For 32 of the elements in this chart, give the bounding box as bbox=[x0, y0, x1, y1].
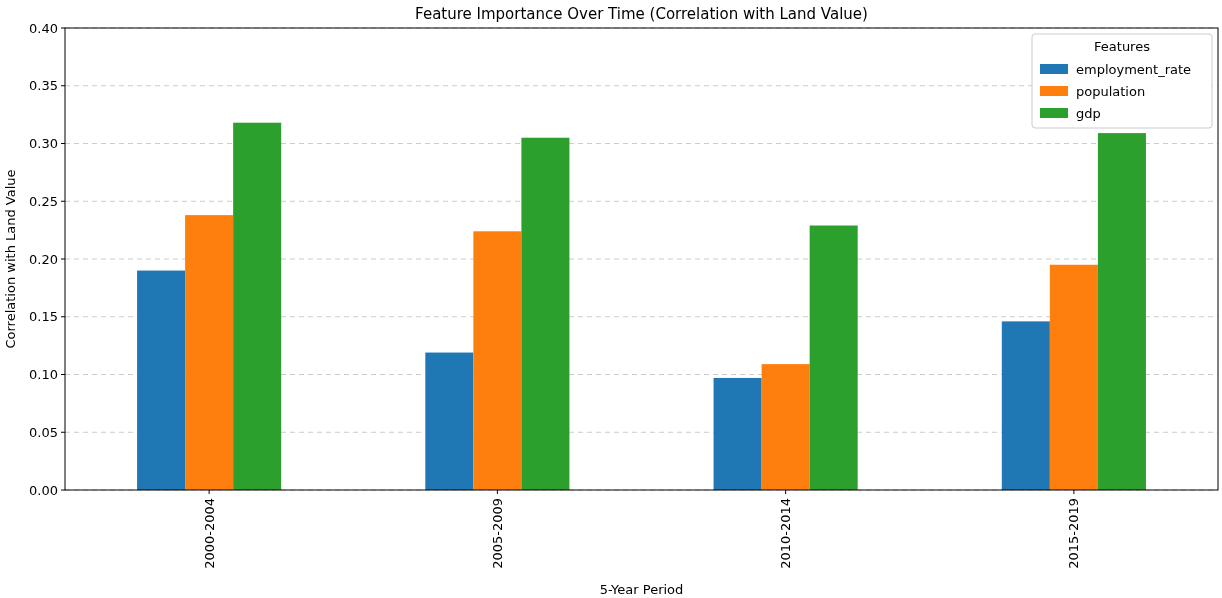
y-tick-label: 0.30 bbox=[29, 136, 58, 152]
y-tick-label: 0.05 bbox=[29, 424, 58, 440]
x-tick-label: 2000-2004 bbox=[201, 498, 217, 569]
bar bbox=[521, 137, 570, 490]
bar bbox=[1049, 264, 1098, 490]
bar bbox=[425, 352, 474, 490]
y-tick-label: 0.40 bbox=[29, 20, 58, 36]
bar bbox=[761, 364, 810, 490]
y-axis-title: Correlation with Land Value bbox=[3, 169, 18, 349]
bar bbox=[1097, 133, 1146, 490]
legend-title: Features bbox=[1094, 39, 1151, 54]
y-tick-label: 0.10 bbox=[29, 367, 58, 383]
legend-label: population bbox=[1076, 83, 1146, 99]
bar bbox=[1001, 321, 1050, 490]
y-tick-label: 0.35 bbox=[29, 78, 58, 94]
y-tick-label: 0.20 bbox=[29, 251, 58, 267]
y-tick-label: 0.15 bbox=[29, 309, 58, 325]
legend-label: gdp bbox=[1076, 105, 1101, 121]
bar bbox=[233, 122, 282, 490]
x-tick-label: 2015-2019 bbox=[1066, 498, 1082, 569]
y-tick-label: 0.25 bbox=[29, 193, 58, 209]
bar bbox=[473, 231, 522, 490]
bar bbox=[713, 377, 762, 490]
x-tick-label: 2005-2009 bbox=[489, 498, 505, 569]
legend-label: employment_rate bbox=[1076, 61, 1192, 77]
chart-title: Feature Importance Over Time (Correlation with Land Value) bbox=[415, 5, 868, 23]
y-tick-label: 0.00 bbox=[29, 482, 58, 498]
x-tick-label: 2010-2014 bbox=[778, 498, 794, 569]
bar bbox=[137, 270, 186, 490]
x-axis-title: 5-Year Period bbox=[599, 582, 684, 597]
bar bbox=[809, 225, 858, 490]
bar bbox=[185, 215, 234, 490]
